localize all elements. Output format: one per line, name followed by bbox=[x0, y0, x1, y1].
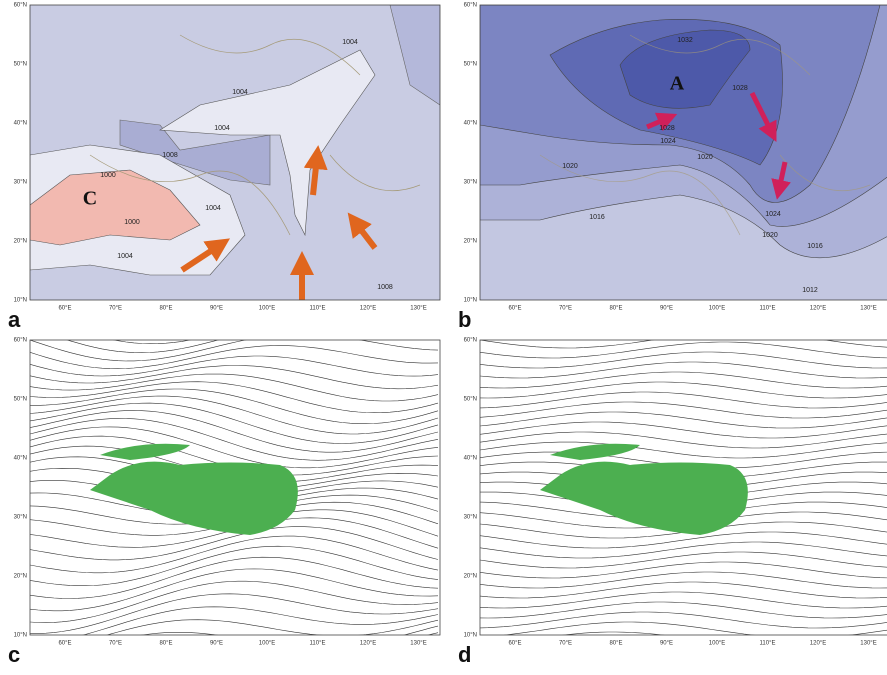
panel-a: 60°N 50°N 40°N 30°N 20°N 10°N 60°E 70°E 80°E 90°E… bbox=[14, 3, 440, 312]
lon-label: 110°E bbox=[310, 641, 326, 647]
contour-label: 1020 bbox=[762, 232, 778, 239]
contour-label: 1008 bbox=[377, 284, 393, 291]
lon-label: 100°E bbox=[259, 306, 275, 312]
lat-label: 30°N bbox=[14, 180, 27, 186]
lon-label: 60°E bbox=[508, 641, 521, 647]
lon-label: 100°E bbox=[259, 641, 275, 647]
contour-label: 1000 bbox=[124, 219, 140, 226]
lon-label: 100°E bbox=[709, 306, 725, 312]
lon-label: 120°E bbox=[360, 641, 376, 647]
lat-label: 50°N bbox=[464, 397, 477, 403]
lon-label: 80°E bbox=[159, 641, 172, 647]
contour-label: 1004 bbox=[205, 205, 221, 212]
panel-d: 60°N 50°N 40°N 30°N 20°N 10°N 60°E 70°E 80°E 90°E… bbox=[464, 312, 887, 658]
panel-label: a bbox=[8, 307, 21, 332]
pressure-center: C bbox=[83, 188, 97, 210]
lon-label: 90°E bbox=[660, 306, 673, 312]
lon-label: 80°E bbox=[159, 306, 172, 312]
lat-label: 10°N bbox=[464, 298, 477, 304]
lat-label: 60°N bbox=[14, 338, 27, 344]
lat-label: 20°N bbox=[14, 574, 27, 580]
lon-label: 120°E bbox=[810, 306, 826, 312]
contour-label: 1024 bbox=[660, 138, 676, 145]
lon-label: 110°E bbox=[760, 306, 776, 312]
panel-label: d bbox=[458, 642, 471, 667]
lat-label: 30°N bbox=[464, 180, 477, 186]
lon-label: 130°E bbox=[410, 306, 426, 312]
contour-label: 1028 bbox=[732, 85, 748, 92]
contour-label: 1008 bbox=[162, 152, 178, 159]
lat-label: 60°N bbox=[464, 338, 477, 344]
lat-label: 50°N bbox=[14, 397, 27, 403]
lat-label: 40°N bbox=[14, 121, 27, 127]
lon-label: 100°E bbox=[709, 641, 725, 647]
lon-label: 60°E bbox=[508, 306, 521, 312]
lat-label: 30°N bbox=[464, 515, 477, 521]
contour-label: 1020 bbox=[562, 163, 578, 170]
lon-label: 80°E bbox=[609, 641, 622, 647]
contour-label: 1000 bbox=[100, 172, 116, 179]
lon-label: 130°E bbox=[860, 306, 876, 312]
lon-label: 120°E bbox=[360, 306, 376, 312]
lon-label: 70°E bbox=[559, 306, 572, 312]
lat-label: 20°N bbox=[464, 239, 477, 245]
lon-label: 90°E bbox=[660, 641, 673, 647]
lat-label: 30°N bbox=[14, 515, 27, 521]
lon-label: 60°E bbox=[58, 641, 71, 647]
figure: 60°N 50°N 40°N 30°N 20°N 10°N 60°E 70°E 80°E 90°E… bbox=[0, 0, 887, 675]
pressure-center: A bbox=[670, 73, 685, 95]
lon-label: 70°E bbox=[559, 641, 572, 647]
lat-label: 40°N bbox=[464, 456, 477, 462]
streamline bbox=[480, 322, 887, 338]
lat-label: 60°N bbox=[464, 3, 477, 9]
streamline bbox=[30, 633, 438, 667]
lat-label: 20°N bbox=[14, 239, 27, 245]
lon-label: 120°E bbox=[810, 641, 826, 647]
lat-label: 20°N bbox=[464, 574, 477, 580]
lat-label: 60°N bbox=[14, 3, 27, 9]
lon-label: 80°E bbox=[609, 306, 622, 312]
contour-label: 1004 bbox=[117, 253, 133, 260]
lat-label: 10°N bbox=[464, 633, 477, 639]
panel-label: c bbox=[8, 642, 20, 667]
lat-label: 40°N bbox=[464, 121, 477, 127]
lon-label: 110°E bbox=[310, 306, 326, 312]
contour-label: 1004 bbox=[342, 39, 358, 46]
lat-label: 10°N bbox=[14, 633, 27, 639]
contour-label: 1016 bbox=[589, 214, 605, 221]
contour-label: 1004 bbox=[232, 89, 248, 96]
panel-b: 60°N 50°N 40°N 30°N 20°N 10°N 60°E 70°E 80°E 90°E… bbox=[464, 3, 887, 312]
lat-label: 40°N bbox=[14, 456, 27, 462]
contour-label: 1024 bbox=[765, 211, 781, 218]
panel-c: 60°N 50°N 40°N 30°N 20°N 10°N 60°E 70°E 80°E 90°E… bbox=[14, 309, 440, 666]
contour-label: 1028 bbox=[659, 125, 675, 132]
lat-label: 50°N bbox=[464, 62, 477, 68]
lat-label: 10°N bbox=[14, 298, 27, 304]
lon-label: 60°E bbox=[58, 306, 71, 312]
contour-label: 1020 bbox=[697, 154, 713, 161]
contour-label: 1004 bbox=[214, 125, 230, 132]
contour-label: 1016 bbox=[807, 243, 823, 250]
lon-label: 70°E bbox=[109, 306, 122, 312]
lon-label: 90°E bbox=[210, 641, 223, 647]
streamline bbox=[30, 309, 438, 344]
contour-label: 1012 bbox=[802, 287, 818, 294]
contour-label: 1032 bbox=[677, 37, 693, 44]
lat-label: 50°N bbox=[14, 62, 27, 68]
lon-label: 90°E bbox=[210, 306, 223, 312]
lon-label: 130°E bbox=[410, 641, 426, 647]
lon-label: 110°E bbox=[760, 641, 776, 647]
lon-label: 70°E bbox=[109, 641, 122, 647]
lon-label: 130°E bbox=[860, 641, 876, 647]
streamline bbox=[480, 312, 887, 328]
panel-label: b bbox=[458, 307, 471, 332]
